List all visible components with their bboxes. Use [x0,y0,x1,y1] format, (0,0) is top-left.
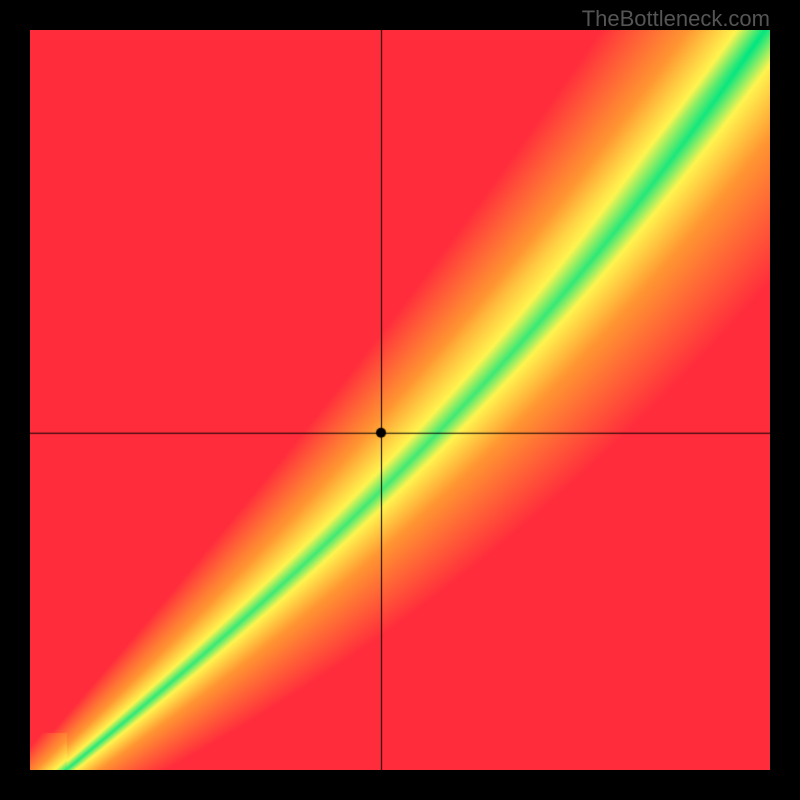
heatmap-canvas [30,30,770,770]
bottleneck-heatmap [30,30,770,770]
watermark-text: TheBottleneck.com [582,6,770,32]
